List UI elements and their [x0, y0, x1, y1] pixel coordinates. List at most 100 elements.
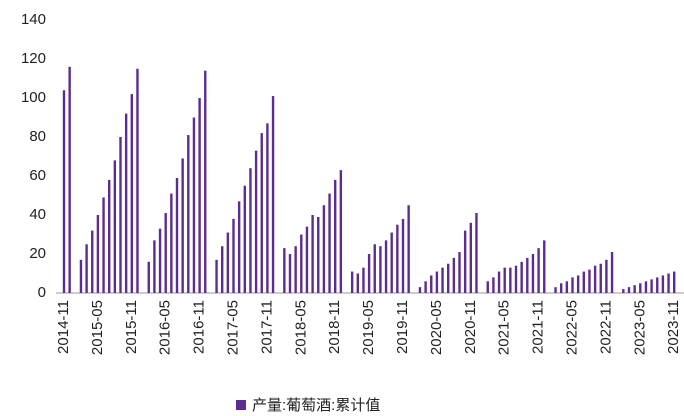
bar [447, 263, 450, 293]
bar [124, 113, 128, 293]
bar [254, 150, 258, 293]
bar [605, 259, 608, 293]
bar [96, 215, 100, 293]
x-tick-label: 2017-05 [224, 300, 241, 355]
bar [531, 254, 535, 293]
x-tick-label: 2023-05 [631, 300, 648, 355]
x-tick-label: 2018-11 [326, 300, 343, 354]
bar [514, 265, 518, 293]
bar [266, 123, 269, 293]
x-tick-label: 2021-11 [530, 300, 547, 354]
y-tick-label: 60 [29, 167, 46, 184]
bar [288, 254, 292, 293]
bar [520, 261, 523, 293]
bar [102, 197, 105, 293]
bar [396, 224, 399, 293]
x-tick-label: 2022-05 [563, 300, 580, 355]
bar [384, 240, 388, 293]
legend-label: 产量:葡萄酒:累计值 [252, 397, 380, 414]
bar [475, 213, 478, 293]
bar [430, 275, 433, 293]
bar [644, 281, 648, 293]
bar [237, 201, 241, 293]
bar [673, 271, 676, 293]
bar [356, 273, 359, 293]
bar [221, 246, 224, 293]
x-tick-label: 2021-05 [496, 300, 513, 355]
bar [198, 98, 201, 293]
bar [633, 285, 636, 293]
bar [204, 70, 207, 293]
bar [367, 254, 371, 293]
x-tick-label: 2020-05 [428, 300, 445, 355]
bar [656, 277, 659, 293]
bar [260, 133, 263, 293]
x-tick-label: 2015-05 [89, 300, 106, 355]
bar [390, 232, 393, 293]
bar [588, 269, 591, 293]
bar [661, 275, 665, 293]
bar [68, 66, 71, 293]
x-tick-label: 2017-11 [258, 300, 275, 354]
bar [215, 259, 218, 293]
bar [379, 246, 382, 293]
x-tick-label: 2016-05 [157, 300, 174, 355]
bar [62, 90, 66, 293]
bar [362, 267, 365, 293]
bar [153, 240, 156, 293]
x-tick-label: 2015-11 [123, 300, 140, 354]
bar [108, 179, 111, 293]
bar [543, 240, 546, 293]
bar [300, 234, 303, 293]
y-tick-label: 20 [29, 245, 46, 262]
bar [435, 271, 439, 293]
bar [418, 287, 422, 293]
bar [503, 267, 506, 293]
bar [610, 252, 614, 293]
bar [164, 213, 167, 293]
bar [113, 160, 117, 293]
bar [232, 218, 235, 293]
bar [565, 281, 569, 293]
bar [463, 230, 467, 293]
bar [650, 279, 653, 293]
bar [339, 170, 343, 293]
y-tick-label: 40 [29, 206, 46, 223]
x-tick-label: 2022-11 [597, 300, 614, 354]
bar [599, 263, 602, 293]
x-tick-label: 2014-11 [55, 300, 72, 354]
bar [192, 117, 196, 293]
bar [181, 158, 184, 293]
bar [639, 283, 642, 293]
bar [249, 168, 252, 293]
bar [79, 259, 83, 293]
bar [537, 248, 540, 293]
bar [458, 252, 461, 293]
bar [294, 246, 297, 293]
bar [576, 275, 580, 293]
bar [593, 265, 597, 293]
y-tick-label: 140 [21, 11, 46, 28]
bar [130, 94, 133, 293]
bar [136, 68, 139, 293]
bar [119, 137, 122, 293]
bar [305, 226, 309, 293]
bar [373, 244, 376, 293]
bar [486, 281, 489, 293]
bar [317, 216, 320, 293]
y-tick-label: 0 [38, 284, 46, 301]
bar [571, 277, 574, 293]
y-tick-label: 120 [21, 50, 46, 67]
bar [328, 193, 331, 293]
y-tick-label: 100 [21, 89, 46, 106]
bar [560, 283, 563, 293]
bar [582, 271, 585, 293]
bar [283, 248, 286, 293]
bar [497, 271, 501, 293]
x-tick-label: 2019-11 [394, 300, 411, 354]
x-tick-label: 2020-11 [462, 300, 479, 354]
bar [452, 257, 456, 293]
bar [187, 135, 190, 293]
bar [554, 287, 557, 293]
